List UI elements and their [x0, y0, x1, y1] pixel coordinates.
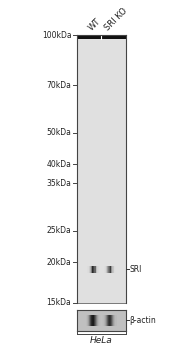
- Text: WT: WT: [87, 16, 103, 32]
- Text: 50kDa: 50kDa: [46, 128, 71, 137]
- Text: 40kDa: 40kDa: [46, 160, 71, 169]
- Text: HeLa: HeLa: [90, 336, 113, 345]
- Text: 20kDa: 20kDa: [47, 258, 71, 267]
- Bar: [77, 310, 126, 331]
- Text: 70kDa: 70kDa: [46, 81, 71, 90]
- Text: 100kDa: 100kDa: [42, 30, 71, 40]
- Bar: [77, 35, 126, 303]
- Text: 25kDa: 25kDa: [47, 226, 71, 235]
- Text: 15kDa: 15kDa: [47, 298, 71, 307]
- Text: SRI KO: SRI KO: [103, 6, 129, 32]
- Text: 35kDa: 35kDa: [46, 178, 71, 188]
- Text: SRI: SRI: [129, 265, 142, 274]
- Text: β-actin: β-actin: [129, 316, 156, 325]
